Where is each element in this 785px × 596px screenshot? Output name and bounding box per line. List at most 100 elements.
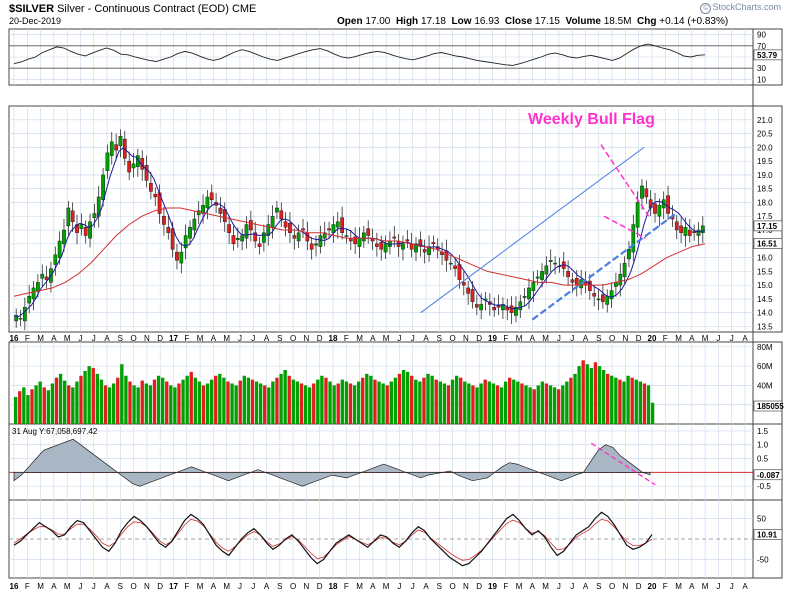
time-tick-label: D (317, 582, 323, 591)
volume-bar (91, 368, 95, 424)
price-tick-label: 20.5 (757, 130, 773, 139)
time-tick-label: A (423, 582, 429, 591)
candle-body (657, 205, 662, 217)
candle-body (66, 207, 71, 227)
candle-body (609, 290, 614, 300)
time-tick-label-mid: N (622, 334, 628, 343)
candle-body (448, 262, 453, 265)
volume-bar (540, 381, 545, 424)
volume-bar (230, 383, 234, 424)
high-label: High (395, 16, 419, 27)
volume-bar (177, 383, 181, 424)
time-tick-label-mid: N (144, 334, 150, 343)
volume-bar (299, 383, 304, 424)
osc-tick-label: -50 (757, 556, 769, 565)
panels (8, 28, 783, 579)
volume-bar (585, 364, 589, 424)
close-label: Close (504, 16, 533, 27)
volume-bar (324, 377, 328, 424)
volume-bar (589, 368, 594, 424)
time-tick-label-mid: M (223, 334, 230, 343)
price-tick-label: 19.5 (757, 157, 773, 166)
volume-bar (610, 375, 614, 424)
candle-body (666, 195, 670, 214)
volume-bar (356, 381, 361, 424)
volume-bar (483, 379, 487, 424)
time-tick-label: J (238, 582, 242, 591)
volume-bar (544, 383, 549, 424)
time-tick-label-mid: M (542, 334, 549, 343)
time-tick-label: S (277, 582, 282, 591)
high-value: 17.18 (420, 16, 446, 27)
price-last-close-box (753, 220, 783, 232)
watermark[interactable]: © StockCharts.com (700, 2, 781, 14)
time-tick-label: A (211, 582, 217, 591)
price-tick-label: 17.5 (757, 212, 773, 221)
volume-bar (622, 381, 626, 424)
volume-bar (650, 402, 655, 424)
candle-body (574, 278, 579, 286)
candle-body (531, 282, 536, 291)
candle-body (83, 227, 88, 236)
candle-body (466, 287, 470, 294)
time-tick-label-mid: S (596, 334, 601, 343)
candle-body (14, 315, 19, 322)
candle-body (275, 207, 279, 213)
candle-body (101, 174, 105, 200)
volume-bar (42, 387, 46, 424)
osc-last-value: 10.91 (757, 531, 778, 540)
candle-body (144, 165, 149, 181)
volume-bar (189, 371, 193, 424)
time-tick-label-mid: A (583, 334, 589, 343)
candle-body (23, 306, 27, 322)
volume-bar (250, 379, 255, 424)
volume-bar (344, 381, 349, 424)
candle-body (235, 238, 240, 240)
volume-bar (30, 389, 34, 424)
volume-bar (22, 387, 26, 424)
time-tick-label: N (622, 582, 628, 591)
time-tick-label: A (530, 582, 536, 591)
candle-body (375, 243, 379, 247)
volume-bar (295, 381, 300, 424)
candle-body (601, 294, 605, 302)
time-tick-label-mid: D (476, 334, 482, 343)
time-tick-label: M (675, 582, 682, 591)
volume-bar (479, 383, 483, 424)
volume-bar (279, 373, 283, 424)
candle-body (540, 271, 544, 280)
candle-body (631, 224, 636, 253)
candle-body (627, 249, 631, 260)
candle-body (587, 280, 592, 291)
time-tick-label-mid: O (449, 334, 455, 343)
volume-bar (209, 379, 214, 424)
candle-body (179, 251, 184, 264)
price-tick-label: 18.5 (757, 185, 773, 194)
candle-body (401, 243, 405, 250)
volume-bar (405, 371, 410, 424)
candle-body (379, 242, 384, 250)
volume-bar (87, 366, 91, 424)
volume-bar (369, 375, 373, 424)
volume-bar (205, 383, 210, 424)
candle-body (414, 243, 418, 253)
candle-body (335, 221, 340, 228)
volume-bar (414, 379, 418, 424)
volume-last-value: 185055 (757, 402, 784, 411)
candle-body (596, 298, 601, 301)
volume-bar (434, 379, 438, 424)
volume-bar (75, 381, 79, 424)
volume-bar (107, 387, 112, 424)
exchange: CME (231, 3, 257, 15)
candle-body (27, 295, 32, 304)
time-tick-label-mid: J (411, 334, 415, 343)
time-tick-label: M (37, 582, 44, 591)
volume-bar (287, 375, 291, 424)
volume-bar (242, 375, 246, 424)
candle-body (114, 144, 118, 151)
candle-body (118, 136, 123, 147)
candle-body (444, 250, 449, 261)
bull-flag-annotation: Weekly Bull Flag (528, 111, 655, 128)
time-tick-label-mid: O (609, 334, 615, 343)
time-tick-label: M (542, 582, 549, 591)
